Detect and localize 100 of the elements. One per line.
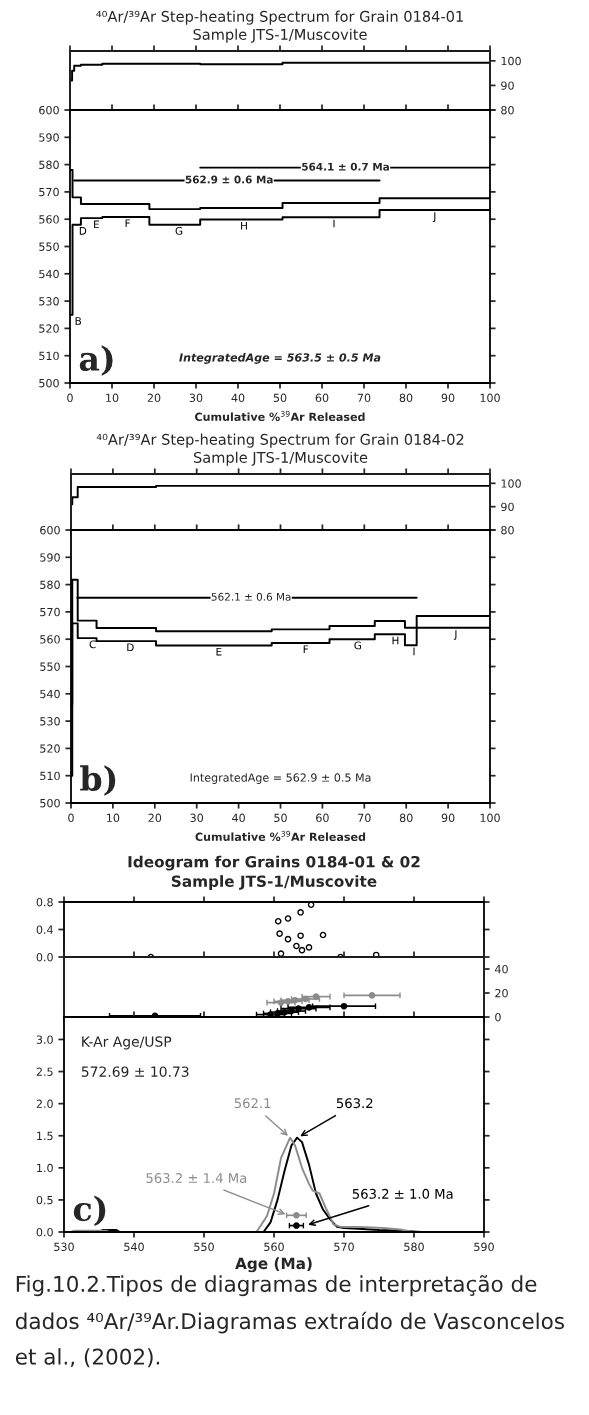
y-tick-label: 560 xyxy=(40,635,60,644)
y2-tick-label: 80 xyxy=(501,525,514,535)
y2-tick-label: 0 xyxy=(495,1012,501,1022)
x-tick-label: 50 xyxy=(274,813,287,823)
x-tick-label: 550 xyxy=(194,1242,214,1252)
annotation: 572.69 ± 10.73 xyxy=(81,1066,189,1077)
y-tick-label: 560 xyxy=(39,215,59,224)
caption: Fig.10.2.Tipos de diagramas de interpretação de dados ⁴⁰Ar/³⁹Ar.Diagramas extraído de Vasconcelos et al., (2002). xyxy=(15,1275,564,1368)
chart-title: Ideogram for Grains 0184-01 & 02 xyxy=(128,855,420,871)
annotation: b) xyxy=(80,765,116,796)
x-axis-title: Cumulative %$^{39}$Ar Released xyxy=(195,830,366,842)
x-tick-label: 30 xyxy=(190,813,204,823)
x-axis-title: Cumulative %$^{39}$Ar Released xyxy=(195,410,365,422)
annotation: I xyxy=(333,219,335,228)
y-tick-label: 520 xyxy=(40,744,60,753)
annotation: 563.2 ± 1.4 Ma xyxy=(146,1173,247,1184)
y-tick-label: 550 xyxy=(39,242,59,251)
y-tick-label: 550 xyxy=(40,662,60,671)
annotation: IntegratedAge = 562.9 ± 0.5 Ma xyxy=(190,773,371,784)
y-tick-label: 540 xyxy=(40,689,60,699)
annotation: 562.1 ± 0.6 Ma xyxy=(211,592,291,601)
x-tick-label: 580 xyxy=(404,1242,424,1252)
y-tick-label: 510 xyxy=(39,351,59,361)
x-tick-label: 20 xyxy=(147,393,161,403)
x-tick-label: 100 xyxy=(480,393,500,403)
x-tick-label: 70 xyxy=(358,813,371,823)
y-tick-label: 510 xyxy=(40,771,60,781)
annotation: H xyxy=(392,636,399,645)
y-tick-label: 3.0 xyxy=(36,1035,53,1044)
y2-tick-label: 80 xyxy=(501,105,514,115)
annotation: 562.9 ± 0.6 Ma xyxy=(185,175,273,184)
annotation: J xyxy=(453,630,457,640)
y-tick-label: 0.0 xyxy=(36,952,53,962)
y-tick-label: 570 xyxy=(40,607,60,617)
y2-tick-label: 100 xyxy=(501,56,521,66)
x-tick-label: 20 xyxy=(148,813,162,823)
y2-tick-label: 100 xyxy=(501,479,521,488)
x-tick-label: 90 xyxy=(441,393,455,403)
x-tick-label: 100 xyxy=(480,813,500,823)
annotation: F xyxy=(303,645,309,654)
annotation: IntegratedAge = 563.5 ± 0.5 Ma xyxy=(179,353,381,364)
y-tick-label: 570 xyxy=(39,187,59,197)
y-tick-label: 500 xyxy=(39,378,59,388)
y-tick-label: 530 xyxy=(40,717,60,726)
annotation: G xyxy=(354,641,362,650)
y-tick-label: 0.8 xyxy=(36,897,53,907)
annotation: c) xyxy=(73,1195,106,1226)
y-tick-label: 0.0 xyxy=(36,1227,53,1237)
annotation: D xyxy=(127,643,134,652)
annotation: 563.2 xyxy=(336,1098,373,1109)
y-tick-label: 2.5 xyxy=(36,1067,53,1076)
chart-subtitle: Sample JTS-1/Muscovite xyxy=(171,875,377,890)
chart-subtitle: Sample JTS-1/Muscovite xyxy=(193,451,368,466)
y-tick-label: 0.4 xyxy=(36,925,53,934)
annotation: K-Ar Age/USP xyxy=(82,1036,172,1050)
annotation: 564.1 ± 0.7 Ma xyxy=(302,162,389,171)
x-tick-label: 40 xyxy=(232,813,245,823)
x-tick-label: 70 xyxy=(357,393,371,403)
x-tick-label: 80 xyxy=(399,813,413,823)
y-tick-label: 600 xyxy=(40,525,60,535)
annotation: E xyxy=(94,220,99,229)
annotation: 563.2 ± 1.0 Ma xyxy=(352,1188,453,1199)
x-tick-label: 0 xyxy=(68,813,74,823)
annotation: H xyxy=(241,221,247,230)
x-tick-label: 0 xyxy=(67,393,73,403)
y-tick-label: 580 xyxy=(39,160,59,169)
y2-tick-label: 20 xyxy=(495,988,508,998)
annotation: E xyxy=(216,647,222,656)
annotation: D xyxy=(79,227,87,235)
x-tick-label: 560 xyxy=(264,1242,284,1252)
x-tick-label: 50 xyxy=(273,393,287,403)
y-tick-label: 540 xyxy=(39,269,59,279)
chart-subtitle: Sample JTS-1/Muscovite xyxy=(193,28,367,43)
x-tick-label: 540 xyxy=(124,1242,144,1252)
y-tick-label: 580 xyxy=(40,580,60,589)
x-tick-label: 10 xyxy=(107,813,120,823)
chart-title: ⁴⁰Ar/³⁹Ar Step-heating Spectrum for Grain 0184-02 xyxy=(96,433,464,448)
y-tick-label: 590 xyxy=(39,133,59,142)
y-tick-label: 590 xyxy=(40,553,60,562)
annotation: I xyxy=(413,647,415,656)
y-tick-label: 1.5 xyxy=(37,1131,53,1141)
y-tick-label: 600 xyxy=(39,105,59,115)
chart-title: ⁴⁰Ar/³⁹Ar Step-heating Spectrum for Grain 0184-01 xyxy=(96,10,463,25)
y-tick-label: 520 xyxy=(39,324,59,333)
annotation: F xyxy=(125,219,130,228)
y2-tick-label: 90 xyxy=(501,502,514,512)
x-tick-label: 40 xyxy=(231,393,245,403)
y2-tick-label: 90 xyxy=(501,81,514,90)
x-tick-label: 60 xyxy=(316,813,329,823)
annotation: J xyxy=(432,212,436,222)
x-tick-label: 590 xyxy=(474,1242,494,1252)
x-tick-label: 570 xyxy=(334,1242,354,1252)
y-tick-label: 530 xyxy=(39,297,59,306)
y-tick-label: 2.0 xyxy=(36,1099,53,1109)
y2-tick-label: 40 xyxy=(494,964,508,974)
x-tick-label: 80 xyxy=(399,393,413,403)
annotation: B xyxy=(75,317,82,325)
annotation: G xyxy=(175,226,183,235)
y-tick-label: 500 xyxy=(40,798,60,808)
annotation: C xyxy=(89,640,96,649)
